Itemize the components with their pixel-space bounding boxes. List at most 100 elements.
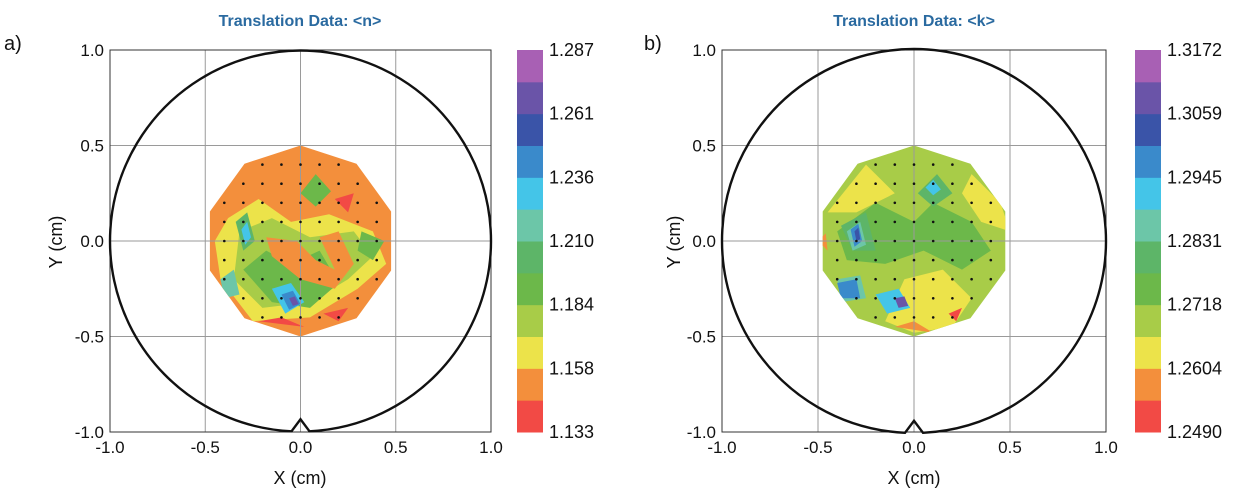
measurement-point: [223, 258, 226, 262]
measurement-point: [337, 297, 340, 300]
contour-patch: [334, 193, 354, 213]
measurement-point: [356, 297, 359, 300]
measurement-point: [318, 277, 321, 281]
measurement-point: [951, 316, 954, 319]
x-tick-label: -1.0: [95, 438, 124, 457]
colorbar-swatch: [1135, 400, 1161, 433]
measurement-point: [261, 201, 264, 205]
colorbar-swatch: [1135, 177, 1161, 210]
measurement-point: [951, 220, 954, 224]
plot-area: -1.0 -0.5 0.0 0.5 1.0 1.0 0.5 0.0 -0.5 -1.0: [75, 41, 503, 457]
colorbar-swatch: [517, 81, 543, 115]
measurement-point: [223, 201, 226, 205]
measurement-point: [356, 258, 359, 262]
measurement-point: [855, 297, 858, 300]
measurement-point: [931, 163, 935, 166]
colorbar-swatch: [1135, 145, 1161, 178]
measurement-point: [931, 297, 935, 300]
measurement-point: [912, 297, 916, 300]
contour-patch: [837, 279, 861, 299]
y-tick-label: -1.0: [687, 423, 716, 442]
measurement-point: [242, 297, 245, 300]
measurement-point: [242, 258, 245, 262]
measurement-point: [989, 201, 993, 205]
measurement-point: [242, 201, 245, 205]
measurement-point: [951, 277, 954, 281]
plot-area: -1.0 -0.5 0.0 0.5 1.0 1.0 0.5 0.0 -0.5 -1.0: [687, 41, 1118, 457]
colorbar-swatch: [517, 50, 543, 83]
colorbar-swatch: [1135, 209, 1161, 242]
measurement-point: [855, 258, 858, 262]
measurement-point: [299, 277, 302, 281]
measurement-point: [970, 201, 973, 205]
measurement-point: [299, 182, 302, 185]
colorbar-swatch: [517, 113, 543, 146]
chart-title: Translation Data: <n>: [219, 13, 382, 30]
measurement-point: [970, 258, 973, 262]
measurement-point: [261, 316, 264, 319]
measurement-point: [874, 277, 877, 281]
measurement-point: [951, 163, 954, 166]
measurement-point: [375, 258, 379, 262]
x-axis-label: X (cm): [274, 468, 327, 488]
measurement-point: [318, 163, 321, 166]
measurement-point: [337, 201, 340, 205]
measurement-point: [893, 182, 897, 185]
contour-patch: [962, 174, 1006, 232]
colorbar-label: 1.236: [549, 167, 594, 187]
measurement-point: [893, 201, 897, 205]
x-tick-label: -1.0: [707, 438, 736, 457]
measurement-point: [356, 201, 359, 205]
measurement-point: [280, 297, 283, 300]
wafer-outline: [108, 49, 493, 433]
colorbar-label: 1.158: [549, 358, 594, 378]
measurement-point: [912, 163, 916, 166]
measurement-point: [375, 239, 379, 243]
measurement-point: [242, 182, 245, 185]
measurement-point: [356, 239, 359, 243]
x-tick-label: -0.5: [191, 438, 220, 457]
measurement-point: [318, 239, 321, 243]
measurement-point: [874, 316, 877, 319]
measurement-point: [874, 220, 877, 224]
y-tick-label: 0.0: [692, 232, 716, 251]
measurement-point: [931, 258, 935, 262]
colorbar-swatch: [517, 272, 543, 306]
measurement-point: [835, 201, 839, 205]
measurement-point: [280, 277, 283, 281]
colorbar-swatch: [1135, 272, 1161, 306]
panel-label: b): [644, 33, 662, 55]
contour-patch: [854, 227, 861, 241]
measurement-point: [912, 239, 916, 243]
colorbar-label: 1.2831: [1167, 231, 1222, 251]
measurement-point: [835, 220, 839, 224]
contour-patch: [300, 174, 331, 207]
measurement-point: [280, 239, 283, 243]
chart-title: Translation Data: <k>: [833, 13, 995, 30]
colorbar-swatch: [517, 241, 543, 274]
measurement-point: [318, 316, 321, 319]
y-tick-label: -0.5: [687, 328, 716, 347]
colorbar-label: 1.261: [549, 104, 594, 124]
colorbar-label: 1.2718: [1167, 295, 1222, 315]
colorbar-swatch: [517, 145, 543, 178]
measurement-point: [970, 277, 973, 281]
measurement-point: [912, 182, 916, 185]
contour-patches: [214, 174, 387, 327]
measurement-point: [280, 182, 283, 185]
measurement-point: [874, 201, 877, 205]
measurement-point: [261, 258, 264, 262]
contour-patch: [323, 307, 349, 322]
colorbar-swatch: [517, 400, 543, 433]
measurement-point: [989, 239, 993, 243]
measurement-point: [299, 239, 302, 243]
measurement-point: [223, 277, 226, 281]
x-tick-label: 0.5: [384, 438, 408, 457]
measurement-point: [261, 182, 264, 185]
contour-patch: [258, 317, 305, 327]
measurement-point: [970, 239, 973, 243]
measurement-point: [874, 163, 877, 166]
measurement-point: [874, 258, 877, 262]
measurement-point: [375, 220, 379, 224]
y-tick-label: 0.0: [80, 232, 104, 251]
